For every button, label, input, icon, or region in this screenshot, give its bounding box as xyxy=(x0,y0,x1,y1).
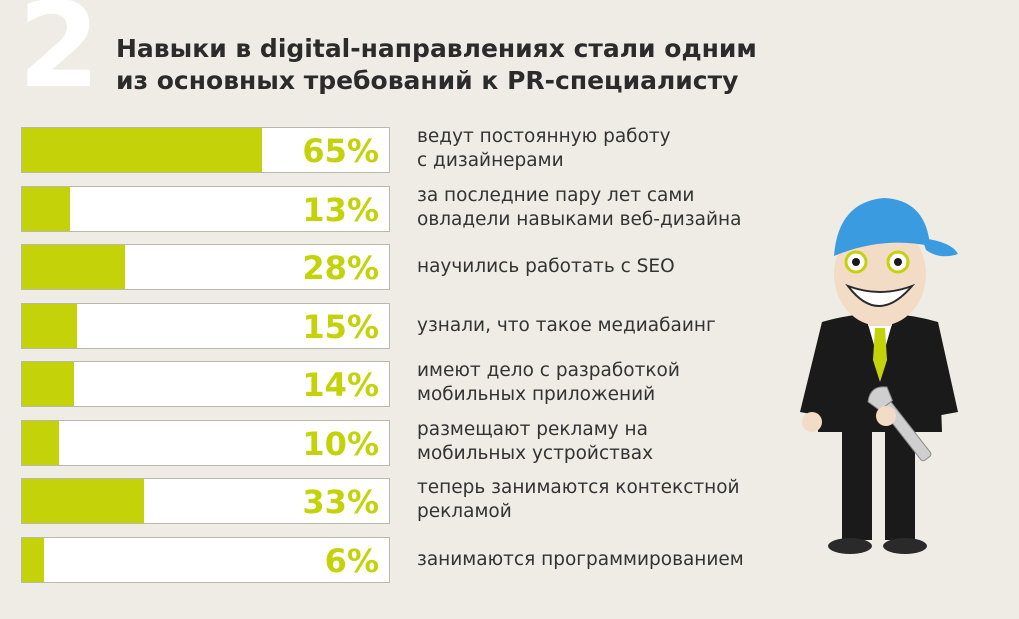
category-label-line: занимаются программированием xyxy=(417,548,744,570)
bar-value-label: 14% xyxy=(302,366,379,404)
bar-track: 15% xyxy=(21,302,390,349)
bar-track: 6% xyxy=(21,536,390,583)
bar-track: 10% xyxy=(21,419,390,466)
chart-row: 10% размещают рекламу на мобильных устройс… xyxy=(21,418,991,470)
bar xyxy=(22,479,144,523)
category-label-line: теперь занимаются контекстной xyxy=(417,477,740,498)
category-label-line: мобильных приложений xyxy=(417,384,656,405)
chart-row: 13% за последние пару лет сами овладели на… xyxy=(21,184,991,236)
page-title: Навыки в digital-направлениях стали одни… xyxy=(116,33,816,97)
category-label-line: научились работать с SEO xyxy=(417,256,675,277)
bar-value-label: 6% xyxy=(324,541,379,580)
category-label: научились работать с SEO xyxy=(417,255,807,279)
bar-track: 13% xyxy=(21,185,390,232)
bar-value-label: 65% xyxy=(302,132,379,170)
category-label: имеют дело с разработкой мобильных прилож… xyxy=(417,359,807,407)
bar-value-label: 33% xyxy=(302,483,379,521)
category-label: теперь занимаются контекстной рекламой xyxy=(417,476,807,524)
bar-track: 14% xyxy=(21,361,390,407)
bar xyxy=(22,128,262,172)
chart-row: 33% теперь занимаются контекстной рекламой xyxy=(21,476,991,528)
bar-value-label: 15% xyxy=(302,307,379,346)
chart-row: 6% занимаются программированием xyxy=(21,536,991,587)
category-label-line: за последние пару лет сами xyxy=(417,184,695,206)
bar-track: 28% xyxy=(21,244,390,290)
bar-track: 33% xyxy=(21,478,390,524)
bar xyxy=(22,537,45,582)
category-label: размещают рекламу на мобильных устройства… xyxy=(417,418,807,466)
category-label-line: узнали, что такое медиабаинг xyxy=(417,314,716,336)
bar xyxy=(22,362,74,406)
category-label: за последние пару лет сами овладели навык… xyxy=(417,184,807,232)
title-line-2: из основных требований к PR-специалисту xyxy=(116,66,739,95)
bar xyxy=(22,186,70,231)
category-label-line: ведут постоянную работу xyxy=(417,126,671,147)
chart-row: 15% узнали, что такое медиабаинг xyxy=(21,302,991,353)
category-label-line: размещают рекламу на xyxy=(417,418,648,440)
category-label-line: с дизайнерами xyxy=(417,150,564,171)
category-label-line: овладели навыками веб-дизайна xyxy=(417,208,742,230)
chart-row: 28% научились работать с SEO xyxy=(21,244,991,294)
category-label-line: мобильных устройствах xyxy=(417,442,654,464)
chart-row: 65% ведут постоянную работу с дизайнерами xyxy=(21,125,991,177)
title-line-1: Навыки в digital-направлениях стали одни… xyxy=(116,34,757,63)
bar xyxy=(22,303,78,348)
bar-track: 65% xyxy=(21,127,390,173)
section-number: 2 xyxy=(18,0,101,114)
bar-value-label: 28% xyxy=(302,249,379,287)
category-label-line: имеют дело с разработкой xyxy=(417,360,680,381)
category-label: занимаются программированием xyxy=(417,548,807,572)
bar xyxy=(22,420,59,465)
bar xyxy=(22,245,126,289)
category-label: ведут постоянную работу с дизайнерами xyxy=(417,125,807,173)
category-label: узнали, что такое медиабаинг xyxy=(417,314,807,338)
mascot-with-wrench-icon xyxy=(800,198,958,554)
bar-value-label: 10% xyxy=(302,424,379,463)
chart-row: 14% имеют дело с разработкой мобильных при… xyxy=(21,359,991,411)
category-label-line: рекламой xyxy=(417,501,512,522)
bar-value-label: 13% xyxy=(302,190,379,229)
